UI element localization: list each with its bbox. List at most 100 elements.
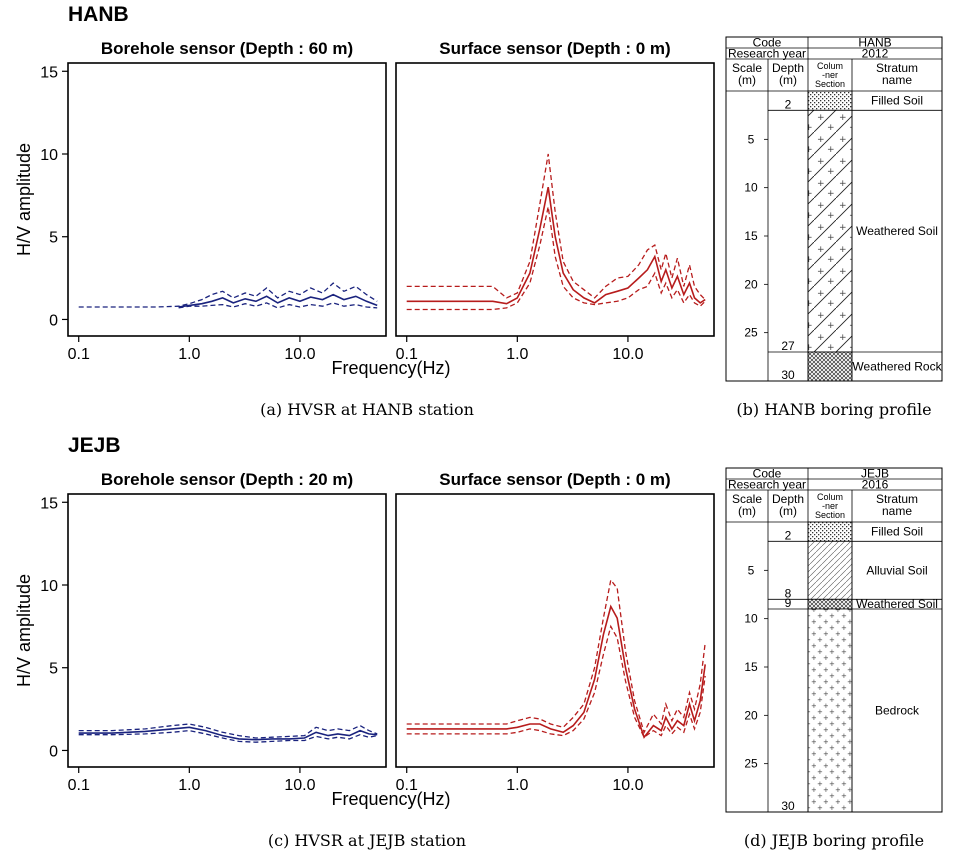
code-label: Code [753, 467, 782, 481]
column-header-depth: Depth (m) [772, 61, 804, 87]
std-dev-curve [78, 729, 378, 743]
layer-depth-label: 27 [781, 339, 795, 353]
column-header-stratum: Stratum name [876, 61, 918, 87]
y-tick-label: 0 [49, 743, 58, 760]
stratum-name: Weathered Rock [852, 360, 942, 374]
column-header-section: Colum -ner Section [815, 492, 845, 520]
code-label: Code [753, 36, 782, 50]
stratum-name: Weathered Soil [856, 224, 938, 238]
chart-jejb-surface: Surface sensor (Depth : 0 m) 0.1 1.0 10.0 Fr… [331, 470, 715, 809]
caption-b: (b) HANB boring profile [736, 400, 931, 419]
y-tick-label: 15 [40, 64, 58, 81]
columnar-layer [807, 109, 853, 353]
layer-depth-label: 2 [785, 97, 792, 111]
y-tick-label: 10 [40, 578, 58, 595]
year-label: Research year [728, 478, 806, 492]
std-dev-curve [406, 624, 706, 739]
y-tick-label: 15 [40, 495, 58, 512]
columnar-layer [807, 598, 853, 610]
y-axis-label: H/V amplitude [14, 143, 34, 256]
research-year: 2012 [862, 47, 889, 61]
scale-tick-label: 5 [748, 563, 755, 577]
chart-title: Borehole sensor (Depth : 60 m) [101, 39, 353, 58]
columnar-layer [807, 521, 853, 542]
x-tick-label: 0.1 [396, 346, 418, 363]
boring-profile-jejb: 2 Filled Soil 8 Alluvial Soil 9 Weathered Soi… [725, 467, 943, 813]
column-header-stratum: Stratum name [876, 492, 918, 518]
y-tick-label: 10 [40, 147, 58, 164]
y-tick-label: 0 [49, 312, 58, 329]
scale-tick-label: 15 [744, 229, 758, 243]
scale-tick-label: 10 [744, 612, 758, 626]
scale-tick-label: 25 [744, 757, 758, 771]
plot-frame [67, 62, 387, 337]
std-dev-curve [406, 153, 706, 301]
x-tick-label: 1.0 [506, 346, 528, 363]
y-tick-label: 5 [49, 230, 58, 247]
std-dev-curve [78, 723, 378, 739]
x-tick-label: 10.0 [284, 777, 315, 794]
profile-frame [725, 36, 943, 382]
stratum-name: Filled Soil [871, 525, 923, 539]
plot-frame [67, 493, 387, 768]
scale-tick-label: 10 [744, 181, 758, 195]
mean-curve [178, 293, 378, 308]
x-axis-label: Frequency(Hz) [331, 358, 450, 378]
y-tick-label: 5 [49, 661, 58, 678]
column-header-section: Colum -ner Section [815, 61, 845, 89]
columnar-layer [807, 608, 853, 813]
plot-frame [395, 62, 715, 337]
layer-depth-label: 8 [785, 586, 792, 600]
layer-depth-label: 2 [785, 528, 792, 542]
station-label-jejb: JEJB [68, 434, 121, 457]
x-tick-label: 1.0 [178, 777, 200, 794]
chart-title: Surface sensor (Depth : 0 m) [439, 470, 670, 489]
profile-frame [725, 467, 943, 813]
x-tick-label: 1.0 [178, 346, 200, 363]
layer-depth-label: 30 [781, 799, 795, 813]
station-label-hanb: HANB [68, 3, 129, 26]
std-dev-curve [406, 578, 706, 735]
x-tick-label: 0.1 [68, 777, 90, 794]
stratum-name: Bedrock [875, 704, 920, 718]
column-header-depth: Depth (m) [772, 492, 804, 518]
mean-curve [406, 186, 706, 305]
caption-a: (a) HVSR at HANB station [260, 400, 474, 419]
x-axis-label: Frequency(Hz) [331, 789, 450, 809]
chart-title: Surface sensor (Depth : 0 m) [439, 39, 670, 58]
columnar-layer [807, 540, 853, 600]
chart-hanb-surface: Surface sensor (Depth : 0 m) 0.1 1.0 10.0 Fr… [331, 39, 715, 378]
scale-tick-label: 20 [744, 708, 758, 722]
scale-tick-label: 5 [748, 132, 755, 146]
columnar-layer [807, 351, 853, 382]
caption-c: (c) HVSR at JEJB station [268, 831, 466, 850]
x-tick-label: 10.0 [612, 346, 643, 363]
boring-profile-hanb: 2 Filled Soil 27 Weathered Soil 30 Weathered … [725, 36, 943, 382]
year-label: Research year [728, 47, 806, 61]
layer-depth-label: 30 [781, 368, 795, 382]
scale-tick-label: 20 [744, 277, 758, 291]
mean-curve [406, 604, 706, 739]
stratum-name: Alluvial Soil [866, 563, 927, 577]
column-header-scale: Scale (m) [732, 61, 762, 87]
columnar-layer [807, 90, 853, 111]
std-dev-curve [178, 302, 378, 309]
y-axis-label: H/V amplitude [14, 574, 34, 687]
std-dev-curve [78, 282, 378, 308]
x-tick-label: 10.0 [612, 777, 643, 794]
station-code: JEJB [861, 467, 889, 481]
mean-curve [78, 726, 378, 741]
research-year: 2016 [862, 478, 889, 492]
stratum-name: Weathered Soil [856, 597, 938, 611]
std-dev-curve [406, 206, 706, 311]
chart-hanb-borehole: Borehole sensor (Depth : 60 m) 0.1 1.0 10.0… [14, 39, 387, 363]
caption-d: (d) JEJB boring profile [744, 831, 924, 850]
column-header-scale: Scale (m) [732, 492, 762, 518]
plot-frame [395, 493, 715, 768]
scale-tick-label: 25 [744, 326, 758, 340]
x-tick-label: 0.1 [68, 346, 90, 363]
chart-jejb-borehole: Borehole sensor (Depth : 20 m) 0.1 1.0 10.0… [14, 470, 387, 794]
stratum-name: Filled Soil [871, 94, 923, 108]
scale-tick-label: 15 [744, 660, 758, 674]
